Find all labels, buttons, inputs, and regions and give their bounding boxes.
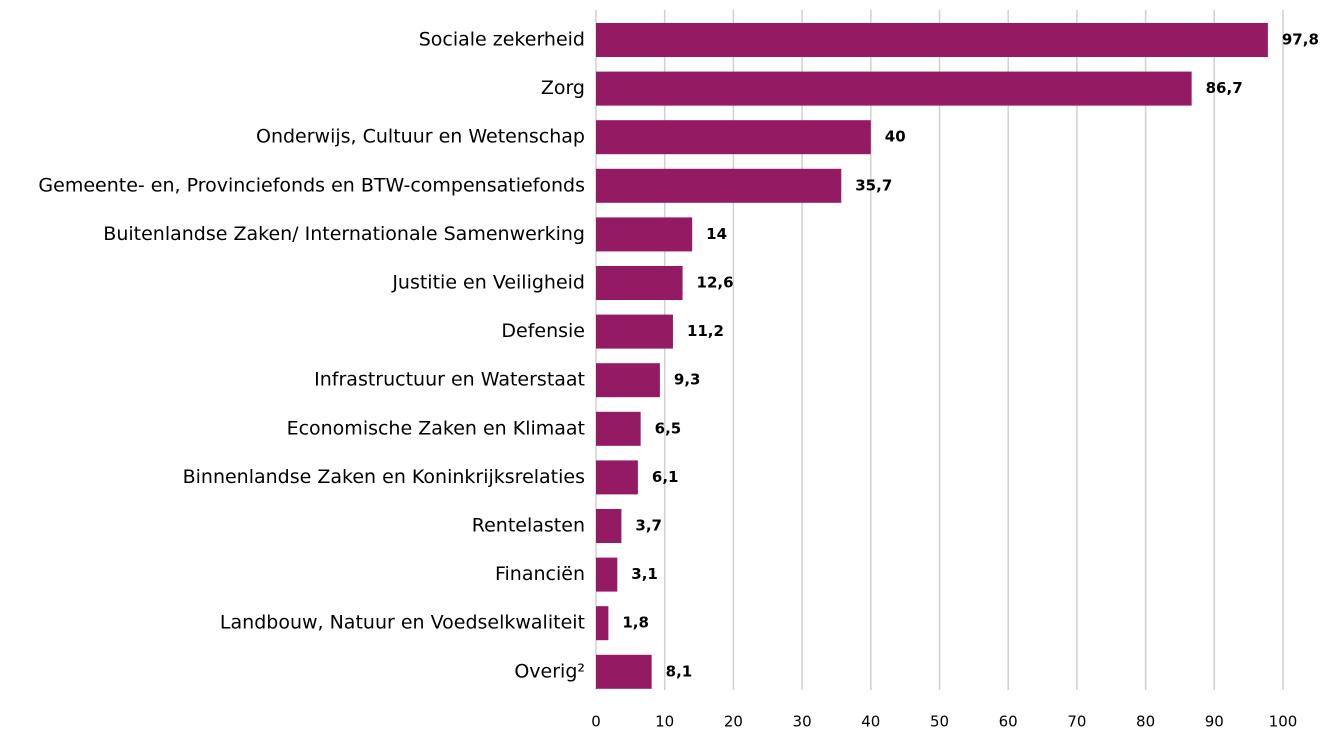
- bar: [596, 509, 622, 543]
- x-tick-label: 70: [1067, 713, 1086, 731]
- value-label: 1,8: [622, 614, 649, 632]
- bar: [596, 314, 673, 349]
- x-tick-label: 60: [999, 713, 1018, 731]
- value-label: 12,6: [697, 274, 734, 292]
- bar: [596, 606, 609, 641]
- x-tick-label: 90: [1205, 713, 1224, 731]
- category-label: Justitie en Veiligheid: [391, 272, 585, 294]
- category-label: Defensie: [501, 320, 585, 342]
- x-tick-label: 30: [793, 713, 812, 731]
- value-label: 6,1: [652, 468, 679, 486]
- x-tick-label: 20: [724, 713, 743, 731]
- category-label: Buitenlandse Zaken/ Internationale Samen…: [103, 223, 585, 245]
- value-label: 8,1: [666, 662, 693, 680]
- value-label: 14: [706, 225, 727, 243]
- value-label: 11,2: [687, 322, 724, 340]
- bar: [596, 460, 638, 495]
- value-label: 3,7: [635, 517, 662, 535]
- value-label: 40: [885, 128, 906, 146]
- category-label: Gemeente- en, Provinciefonds en BTW-comp…: [38, 174, 585, 196]
- value-label: 6,5: [655, 419, 682, 437]
- category-label: Binnenlandse Zaken en Koninkrijksrelatie…: [183, 466, 585, 488]
- bar: [596, 266, 683, 300]
- x-tick-label: 40: [861, 713, 880, 731]
- category-label: Infrastructuur en Waterstaat: [314, 369, 585, 391]
- bar: [596, 23, 1268, 57]
- value-label: 35,7: [855, 176, 892, 194]
- category-label: Economische Zaken en Klimaat: [287, 417, 585, 439]
- bar: [596, 654, 652, 689]
- bar: [596, 363, 660, 398]
- bar: [596, 168, 842, 203]
- category-label: Rentelasten: [472, 515, 585, 537]
- x-tick-label: 10: [655, 713, 674, 731]
- category-label: Zorg: [541, 77, 585, 99]
- x-tick-label: 50: [930, 713, 949, 731]
- x-tick-label: 0: [591, 713, 601, 731]
- value-label: 9,3: [674, 371, 701, 389]
- category-label: Sociale zekerheid: [419, 29, 585, 51]
- x-tick-label: 80: [1136, 713, 1155, 731]
- bar: [596, 557, 618, 592]
- bar: [596, 120, 871, 155]
- category-label: Financiën: [495, 563, 585, 585]
- x-tick-label: 100: [1269, 713, 1298, 731]
- bar: [596, 71, 1192, 106]
- category-label: Landbouw, Natuur en Voedselkwaliteit: [220, 612, 585, 634]
- value-label: 97,8: [1282, 31, 1319, 49]
- category-label: Overig²: [514, 660, 585, 682]
- value-label: 86,7: [1206, 79, 1243, 97]
- bar: [596, 217, 693, 252]
- bar: [596, 411, 641, 446]
- value-label: 3,1: [631, 565, 658, 583]
- category-label: Onderwijs, Cultuur en Wetenschap: [256, 126, 585, 148]
